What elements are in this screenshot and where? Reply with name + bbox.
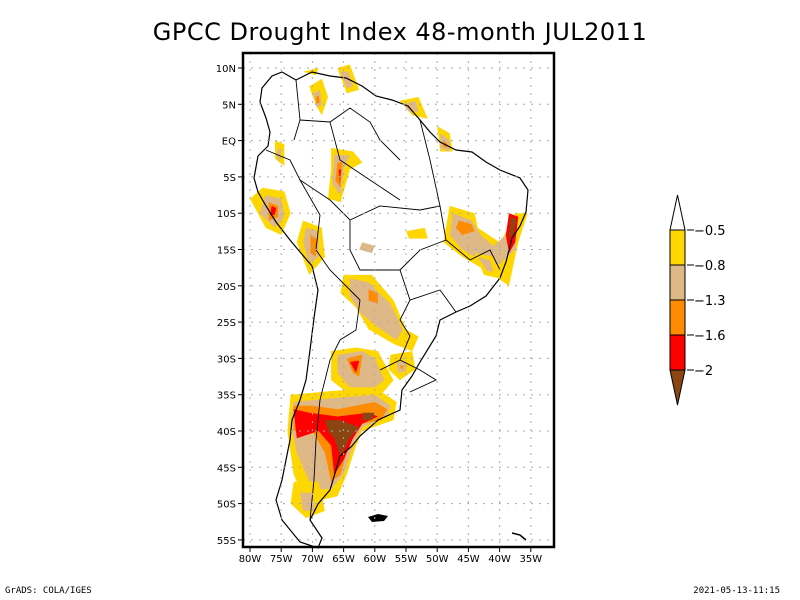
drought-level-2 — [340, 71, 353, 89]
lat-tick-label: 5N — [222, 100, 236, 111]
timestamp: 2021-05-13-11:15 — [693, 586, 780, 596]
colorbar-label: −0.5 — [694, 224, 726, 239]
south-america-coastline — [253, 71, 529, 549]
drought-region-peru-north — [250, 187, 291, 235]
lat-tick-label: 15S — [217, 246, 236, 257]
drought-level-6 — [512, 220, 516, 232]
drought-level-3 — [335, 162, 343, 188]
lon-tick-label: 55W — [395, 554, 418, 565]
colorbar-label: −1.6 — [694, 329, 726, 344]
lat-tick-label: EQ — [222, 137, 236, 148]
drought-level-6 — [362, 412, 375, 421]
drought-region-colombia-north — [309, 78, 328, 116]
drought-level-3 — [455, 220, 475, 235]
colorbar-label: −2 — [694, 364, 713, 379]
lon-tick-label: 65W — [332, 554, 355, 565]
south-georgia — [511, 532, 527, 541]
drought-level-3 — [315, 95, 320, 105]
lon-tick-label: 75W — [270, 554, 293, 565]
grid-lines — [243, 53, 554, 547]
lat-tick-label: 25S — [217, 318, 236, 329]
colorbar-box — [669, 334, 686, 371]
drought-region-minas — [474, 253, 500, 279]
drought-level-2 — [477, 256, 494, 272]
colorbar: −0.5 −0.8 −1.3 −1.6 −2 — [669, 194, 726, 406]
drought-level-3 — [368, 289, 378, 304]
drought-level-2 — [402, 100, 419, 112]
drought-region-ecuador — [275, 140, 285, 166]
drought-region-patagonia-south — [290, 481, 325, 519]
drought-level-1 — [406, 227, 428, 239]
colorbar-label: −0.8 — [694, 259, 726, 274]
drought-level-4 — [270, 205, 277, 215]
chart-title: GPCC Drought Index 48-month JUL2011 — [152, 18, 648, 46]
lat-tick-label: 40S — [217, 427, 236, 438]
lat-tick-label: 5S — [223, 173, 236, 184]
drought-level-2 — [349, 278, 403, 341]
drought-regions-layer — [250, 64, 528, 519]
lon-tick-label: 35W — [519, 554, 542, 565]
lon-tick-label: 80W — [239, 554, 262, 565]
colorbar-top-arrow — [669, 194, 686, 231]
lon-tick-label: 40W — [488, 554, 511, 565]
lon-tick-label: 60W — [363, 554, 386, 565]
drought-level-4 — [349, 360, 360, 373]
lon-tick-label: 45W — [457, 554, 480, 565]
lat-tick-label: 55S — [217, 536, 236, 547]
colorbar-box — [669, 299, 686, 336]
colorbar-box — [669, 264, 686, 301]
lat-tick-label: 50S — [217, 500, 236, 511]
drought-level-5 — [324, 420, 360, 457]
drought-level-1 — [303, 68, 319, 76]
colorbar-bottom-arrow — [669, 369, 686, 406]
drought-region-argentina-central — [287, 387, 397, 504]
drought-region-bolivia-paraguay — [340, 274, 419, 352]
drought-region-mato-grosso — [359, 227, 428, 254]
drought-level-3 — [310, 235, 317, 257]
lat-tick-label: 30S — [217, 354, 236, 365]
colorbar-label: −1.3 — [694, 294, 726, 309]
lat-tick-label: 35S — [217, 391, 236, 402]
drought-region-amazon-west — [328, 147, 363, 203]
drought-region-guyana — [399, 97, 428, 119]
drought-level-3 — [399, 365, 404, 370]
drought-region-peru-south — [296, 220, 325, 275]
map-frame — [241, 51, 556, 549]
lat-tick-label: 20S — [217, 282, 236, 293]
drought-level-4 — [338, 169, 342, 183]
lon-tick-label: 50W — [426, 554, 449, 565]
falkland-islands — [368, 514, 388, 522]
colorbar-box — [669, 229, 686, 266]
drought-level-2 — [359, 242, 375, 254]
drought-region-argentina-north — [331, 347, 394, 395]
grads-credit: GrADS: COLA/IGES — [5, 586, 92, 596]
lat-tick-label: 10S — [217, 209, 236, 220]
lon-tick-label: 70W — [301, 554, 324, 565]
lat-tick-label: 10N — [216, 64, 236, 75]
lat-tick-label: 45S — [217, 463, 236, 474]
drought-region-bahia — [443, 205, 528, 286]
drought-region-venezuela-west — [303, 68, 319, 76]
axis-ticks: 10N 5N EQ 5S 10S 15S 20S 25S 30S 35S 40S 45S 50S 55S8… — [216, 64, 542, 565]
